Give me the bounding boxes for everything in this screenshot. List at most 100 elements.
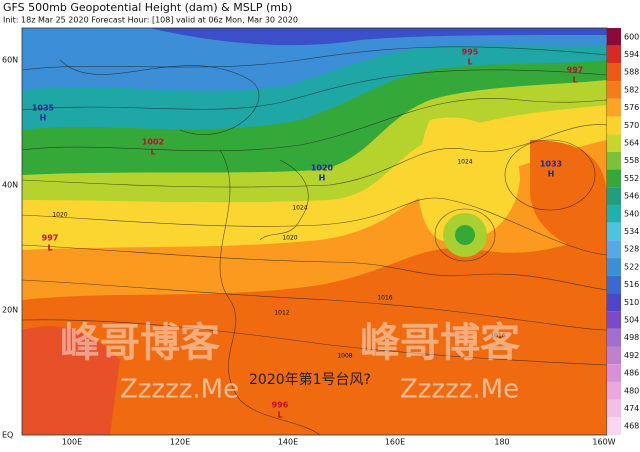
- colorbar-swatch: [607, 311, 621, 329]
- colorbar-swatch: [607, 63, 621, 82]
- colorbar-label: 540: [624, 209, 639, 218]
- pressure-symbol: H: [40, 114, 47, 123]
- colorbar-swatch: [607, 134, 621, 152]
- colorbar-label: 600: [624, 32, 639, 41]
- colorbar-swatch: [607, 293, 621, 312]
- subtitle: Init: 18z Mar 25 2020 Forecast Hour: [10…: [3, 16, 298, 25]
- isobar: [22, 319, 607, 366]
- colorbar-label: 492: [624, 351, 639, 360]
- pressure-value: 996: [272, 401, 289, 410]
- colorbar-swatch: [607, 169, 621, 188]
- latitude-label: 60N: [2, 56, 18, 65]
- colorbar-label: 558: [624, 156, 639, 165]
- isobar: [22, 197, 607, 256]
- longitude-label: 160W: [592, 438, 615, 447]
- colorbar-swatch: [607, 346, 621, 365]
- isobar-label: 1024: [457, 159, 472, 166]
- watermark: 峰哥博客: [360, 320, 520, 366]
- colorbar-label: 594: [624, 50, 639, 59]
- isobars: [22, 46, 607, 435]
- isobar: [22, 124, 607, 188]
- colorbar-label: 588: [624, 68, 639, 77]
- colorbar-label: 474: [624, 404, 639, 413]
- colorbar-swatch: [607, 417, 621, 435]
- pressure-value: 1020: [311, 164, 334, 173]
- latitude-label: 40N: [2, 181, 18, 190]
- isobar: [504, 139, 596, 211]
- longitude-label: 140E: [278, 438, 298, 447]
- pressure-value: 1033: [540, 160, 562, 169]
- isobar-label: 1016: [377, 295, 392, 302]
- pressure-symbol: L: [277, 411, 282, 420]
- colorbar-label: 498: [624, 333, 639, 342]
- colorbar-swatch: [607, 275, 621, 294]
- latitude-label: 20N: [2, 306, 18, 315]
- isobar-label: 1008: [337, 353, 352, 360]
- colorbar-swatch: [607, 258, 621, 276]
- colorbar-swatch: [607, 98, 621, 117]
- colorbar-label: 504: [624, 315, 639, 324]
- colorbar-swatch: [607, 364, 621, 382]
- colorbar-label: 570: [624, 121, 639, 130]
- longitude-label: 180: [494, 438, 509, 447]
- isobar-label: 1020: [282, 235, 297, 242]
- pressure-symbol: H: [319, 174, 326, 183]
- colorbar-swatch: [607, 328, 621, 347]
- colorbar-swatch: [607, 45, 621, 64]
- colorbar-label: 480: [624, 386, 639, 395]
- colorbar-swatch: [607, 240, 621, 259]
- colorbar-label: 516: [624, 280, 639, 289]
- low-core: [455, 225, 475, 245]
- isobar: [22, 46, 607, 71]
- watermark: Zzzzz.Me: [120, 375, 239, 405]
- colorbar-swatch: [607, 151, 621, 170]
- colorbar-swatch: [607, 187, 621, 205]
- colorbar-swatch: [607, 116, 621, 135]
- pressure-symbol: H: [548, 170, 555, 179]
- watermark: 峰哥博客: [60, 320, 220, 366]
- colorbar-label: 528: [624, 245, 639, 254]
- coastline: [259, 159, 309, 241]
- pressure-value: 997: [567, 66, 584, 75]
- colorbar-label: 534: [624, 227, 639, 236]
- isobar: [434, 208, 496, 262]
- colorbar-label: 522: [624, 262, 639, 271]
- colorbar-label: 546: [624, 192, 639, 201]
- isobar-label: 1016: [490, 333, 505, 340]
- colorbar-label: 468: [624, 422, 639, 431]
- isobar: [22, 69, 607, 111]
- isobar-label: 1020: [52, 212, 67, 219]
- colorbar-swatch: [607, 81, 621, 99]
- colorbar-label: 510: [624, 298, 639, 307]
- band-red: [22, 326, 120, 435]
- colorbar-swatch: [607, 28, 621, 46]
- coastline: [59, 59, 260, 135]
- pressure-symbol: L: [150, 148, 155, 157]
- colorbar-swatch: [607, 204, 621, 223]
- colorbar-label: 564: [624, 139, 639, 148]
- pressure-value: 997: [42, 234, 59, 243]
- band-blue: [22, 28, 607, 91]
- isobar-label: 1012: [274, 310, 289, 317]
- longitude-label: 120E: [170, 438, 190, 447]
- colorbar-swatch: [607, 222, 621, 241]
- pressure-symbol: L: [572, 76, 577, 85]
- isobar: [22, 279, 607, 331]
- title: GFS 500mb Geopotential Height (dam) & MS…: [3, 1, 292, 14]
- band-indigo: [150, 28, 607, 46]
- colorbar-swatch: [607, 399, 621, 418]
- pressure-symbol: L: [47, 244, 52, 253]
- annotation: 2020年第1号台风?: [249, 371, 371, 388]
- watermark: Zzzzz.Me: [400, 375, 519, 405]
- pressure-value: 995: [462, 48, 479, 57]
- longitude-label: 160E: [385, 438, 405, 447]
- colorbar-label: 582: [624, 85, 639, 94]
- pressure-symbol: L: [467, 58, 472, 67]
- longitude-label: 100E: [62, 438, 82, 447]
- coastline: [219, 149, 321, 435]
- pressure-value: 1035: [32, 104, 55, 113]
- colorbar-label: 576: [624, 103, 639, 112]
- latitude-label: EQ: [2, 431, 13, 440]
- isobar: [22, 244, 607, 291]
